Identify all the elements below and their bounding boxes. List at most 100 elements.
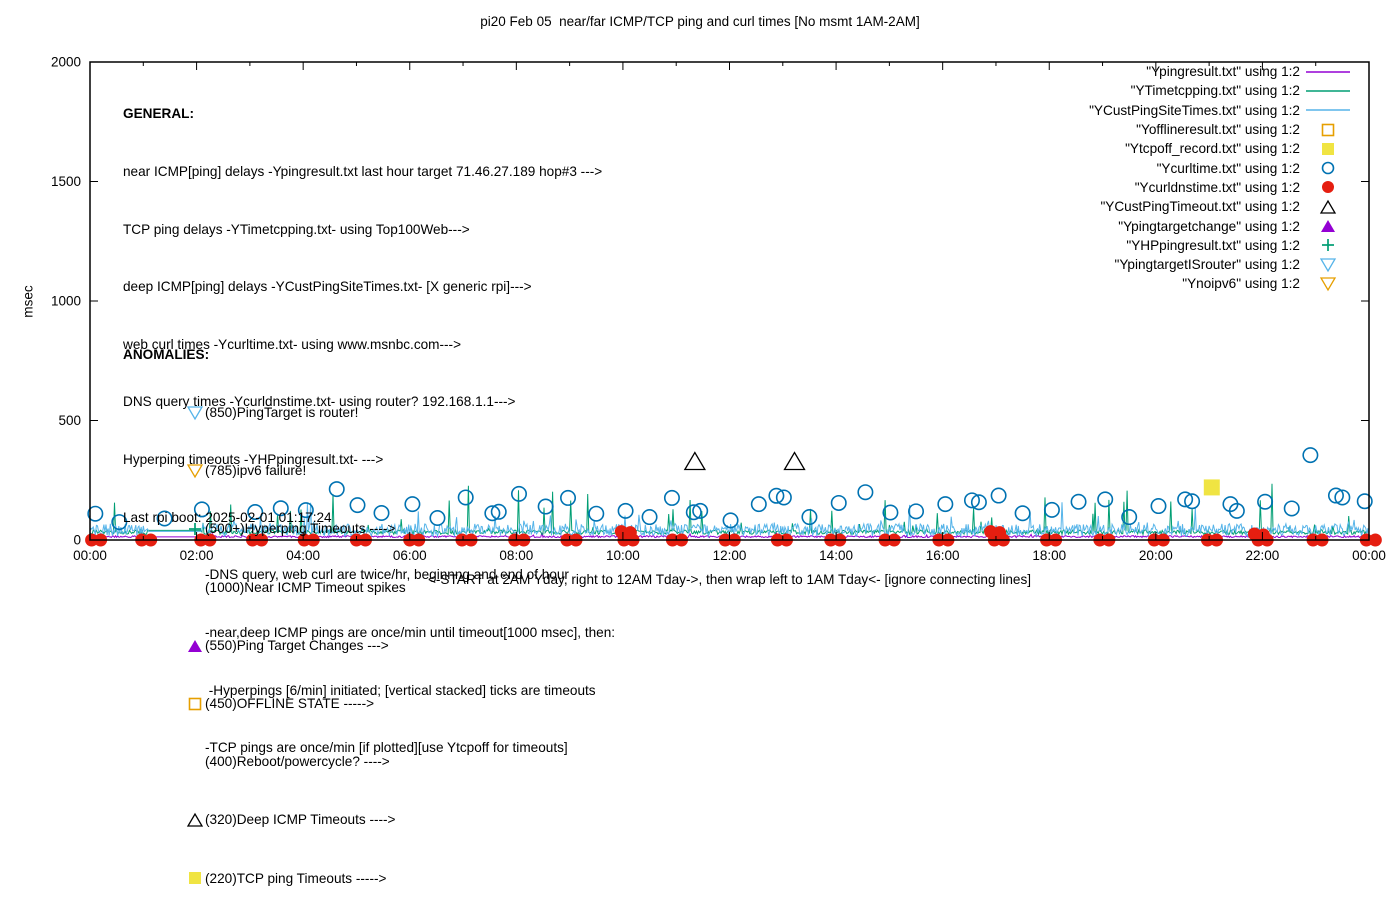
x-tick-label: 18:00 [1032, 548, 1066, 563]
anomaly-label: (400)Reboot/powercycle? ----> [205, 754, 390, 770]
curl-time-point [970, 494, 987, 511]
curl-time-point [1334, 489, 1351, 506]
general-indented-line: -DNS query, web curl are twice/hr, begin… [205, 567, 569, 583]
x-tick-label: 04:00 [286, 548, 320, 563]
curl-time-point [510, 485, 527, 502]
legend-entry: "Ycurldnstime.txt" using 1:2 [1089, 178, 1356, 197]
curl-time-point [963, 492, 980, 509]
anomaly-label: (320)Deep ICMP Timeouts ----> [205, 812, 396, 828]
y-tick-label: 2000 [51, 55, 81, 70]
curl-time-point [1121, 509, 1138, 526]
curl-time-point [537, 498, 554, 515]
general-heading: GENERAL: [123, 106, 194, 122]
open-triangle-icon [1300, 199, 1356, 215]
offline-state-icon [185, 695, 205, 712]
curl-time-point [457, 489, 474, 506]
x-tick-label: 00:00 [73, 548, 107, 563]
chart-canvas: 00:00 02:00 04:00 06:00 08:00 10:00 12:00 14:00… [51, 55, 1386, 564]
curl-time-point [1043, 501, 1060, 518]
anomaly-label: (785)ipv6 failure! [205, 463, 307, 479]
anomaly-item: (450)OFFLINE STATE -----> [123, 694, 406, 713]
general-line: DNS query times -Ycurldnstime.txt- using… [123, 394, 516, 410]
anomaly-label: (550)Ping Target Changes ---> [205, 637, 389, 653]
curl-time-point [373, 504, 390, 521]
x-tick-label: 08:00 [499, 548, 533, 563]
curl-time-point [990, 487, 1007, 504]
gnuplot-screenshot: { "title": "pi20 Feb 05 near/far ICMP/TC… [20, 14, 1386, 886]
x-tick-label: 00:00 [1352, 548, 1386, 563]
anomaly-label: (220)TCP ping Timeouts -----> [205, 870, 387, 886]
curl-time-point [1184, 493, 1201, 510]
curl-time-point [692, 502, 709, 519]
x-tick-label: 02:00 [180, 548, 214, 563]
anomaly-label: (850)PingTarget is router! [205, 405, 359, 421]
legend-entry: "Ytcpoff_record.txt" using 1:2 [1089, 139, 1356, 158]
legend-entry: "YCustPingTimeout.txt" using 1:2 [1089, 197, 1356, 216]
anomaly-label: (500+)Hyperping Timeouts ----> [205, 521, 396, 537]
legend-entry: "YTimetcpping.txt" using 1:2 [1089, 81, 1356, 100]
legend-entry: "Ynoipv6" using 1:2 [1089, 274, 1356, 293]
pingtarget-is-router-icon [185, 404, 205, 421]
curl-time-point [1283, 500, 1300, 517]
curl-time-point [882, 504, 899, 521]
curl-time-point [328, 481, 345, 498]
curl-time-point [801, 509, 818, 526]
curl-time-point [429, 510, 446, 527]
x-tick-label: 10:00 [606, 548, 640, 563]
purple-line-sample-icon [1300, 65, 1356, 79]
y-tick-label: 1000 [51, 294, 81, 309]
general-line: Last rpi boot: 2025-02-01 01:17:24 [123, 509, 332, 525]
legend-entry: "Ycurltime.txt" using 1:2 [1089, 158, 1356, 177]
hyperping-timeout-icon [185, 521, 205, 538]
legend-entry: "YpingtargetISrouter" using 1:2 [1089, 255, 1356, 274]
ipv6-failure-icon [185, 462, 205, 479]
x-tick-label: 22:00 [1246, 548, 1280, 563]
curl-time-point [830, 494, 847, 511]
curl-time-point [1356, 493, 1373, 510]
curl-time-point [484, 505, 501, 522]
chart-title: pi20 Feb 05 near/far ICMP/TCP ping and c… [480, 14, 920, 29]
legend-label: "Ypingresult.txt" using 1:2 [1146, 64, 1300, 80]
anomaly-item: (785)ipv6 failure! [123, 461, 406, 480]
curl-time-point [750, 496, 767, 513]
legend-label: "YpingtargetISrouter" using 1:2 [1114, 257, 1300, 273]
legend-entry: "Ypingresult.txt" using 1:2 [1089, 62, 1356, 81]
x-tick-label: 12:00 [713, 548, 747, 563]
legend-label: "YCustPingTimeout.txt" using 1:2 [1100, 199, 1300, 215]
deep-icmp-timeout-icon [185, 812, 205, 829]
no-marker [185, 753, 205, 770]
legend-label: "Ypingtargetchange" using 1:2 [1118, 218, 1300, 234]
curl-time-point [1014, 505, 1031, 522]
plot-legend: "Ypingresult.txt" using 1:2 "YTimetcppin… [1089, 62, 1356, 294]
curl-time-point [1070, 493, 1087, 510]
y-axis-label: msec [20, 285, 36, 318]
curl-time-point [937, 496, 954, 513]
teal-line-sample-icon [1300, 84, 1356, 98]
legend-entry: "YCustPingSiteTimes.txt" using 1:2 [1089, 101, 1356, 120]
general-line: near ICMP[ping] delays -Ypingresult.txt … [123, 164, 603, 180]
anomaly-item: (550)Ping Target Changes ---> [123, 636, 406, 655]
curl-time-point [193, 501, 210, 518]
x-tick-label: 14:00 [819, 548, 853, 563]
anomaly-item: (320)Deep ICMP Timeouts ----> [123, 810, 406, 829]
curl-time-point [775, 489, 792, 506]
dns-time-point [1368, 533, 1382, 547]
general-line: Hyperping timeouts -YHPpingresult.txt- -… [123, 452, 384, 468]
curl-time-point [857, 484, 874, 501]
curl-time-point [1327, 487, 1344, 504]
curl-time-point [1177, 491, 1194, 508]
y-tick-label: 500 [58, 413, 81, 428]
y-tick-label: 1500 [51, 174, 81, 189]
anomaly-item: (400)Reboot/powercycle? ----> [123, 752, 406, 771]
curl-time-point [247, 504, 264, 521]
legend-entry: "Yofflineresult.txt" using 1:2 [1089, 120, 1356, 139]
general-line: deep ICMP[ping] delays -YCustPingSiteTim… [123, 279, 532, 295]
orange-down-triangle-icon [1300, 276, 1356, 292]
curl-time-point [111, 514, 128, 531]
curl-time-point [349, 497, 366, 514]
curl-time-point [663, 489, 680, 506]
filled-circle-icon [1300, 179, 1356, 195]
curl-time-point [641, 509, 658, 526]
curl-time-point [1257, 493, 1274, 510]
curl-time-point [272, 500, 289, 517]
